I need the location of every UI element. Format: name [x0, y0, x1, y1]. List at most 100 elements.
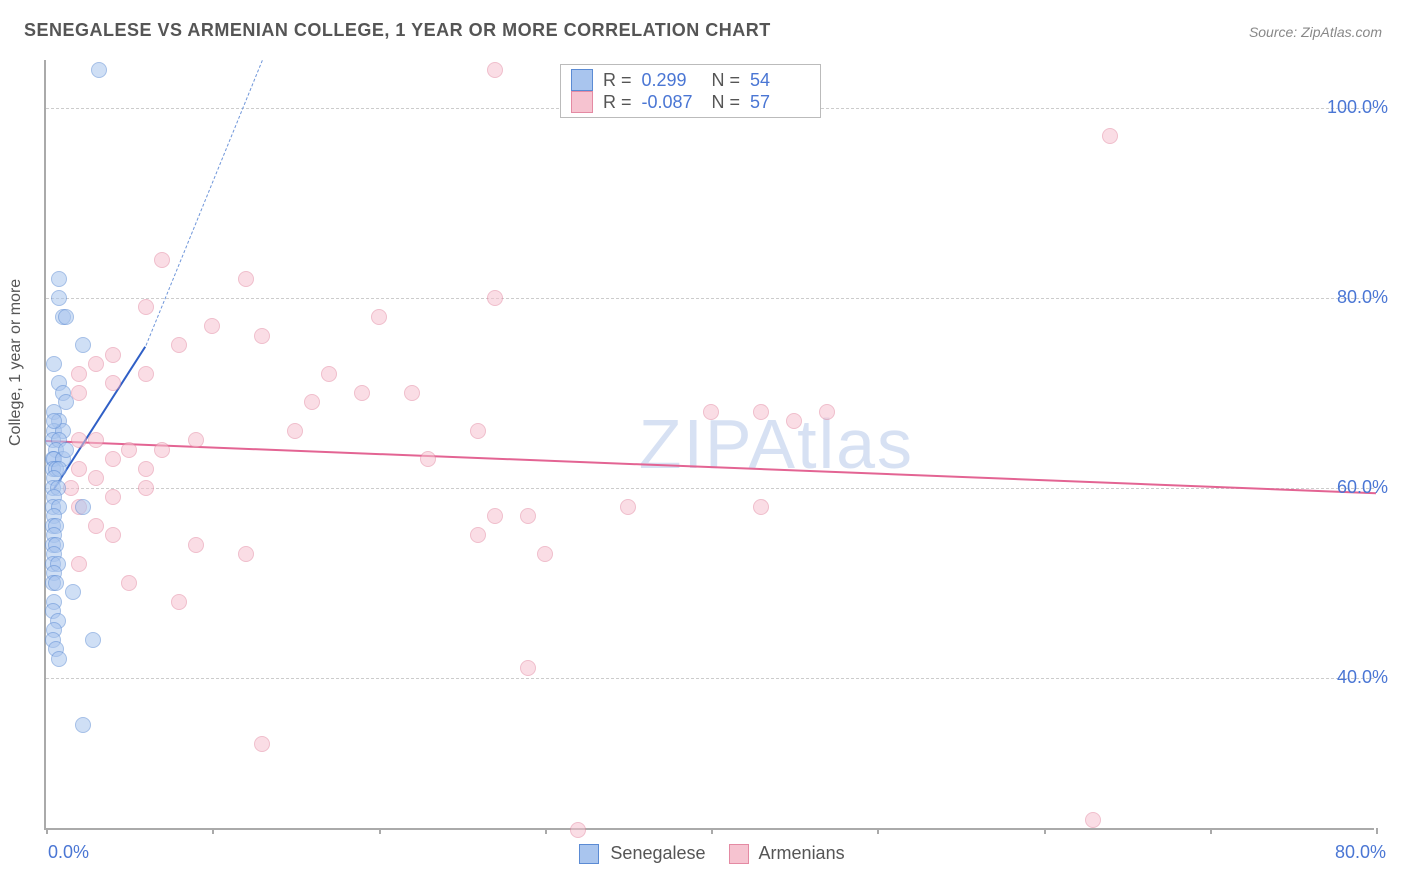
- r-value-senegalese: 0.299: [642, 70, 702, 91]
- trendline-dashed: [145, 60, 262, 346]
- n-label: N =: [712, 92, 741, 113]
- data-point: [105, 451, 121, 467]
- y-axis-label: College, 1 year or more: [7, 279, 25, 446]
- gridline: [46, 298, 1374, 299]
- data-point: [121, 442, 137, 458]
- data-point: [703, 404, 719, 420]
- data-point: [238, 271, 254, 287]
- x-tick: [212, 828, 214, 834]
- plot-area: ZIPAtlas: [44, 60, 1374, 830]
- data-point: [254, 328, 270, 344]
- data-point: [487, 62, 503, 78]
- data-point: [171, 337, 187, 353]
- data-point: [138, 461, 154, 477]
- gridline: [46, 488, 1374, 489]
- data-point: [321, 366, 337, 382]
- x-tick: [711, 828, 713, 834]
- data-point: [88, 470, 104, 486]
- gridline: [46, 678, 1374, 679]
- data-point: [786, 413, 802, 429]
- data-point: [487, 290, 503, 306]
- data-point: [71, 366, 87, 382]
- data-point: [254, 736, 270, 752]
- series-legend: Senegalese Armenians: [0, 843, 1406, 864]
- data-point: [75, 337, 91, 353]
- legend-row-armenians: R = -0.087 N = 57: [571, 91, 810, 113]
- data-point: [105, 489, 121, 505]
- data-point: [75, 499, 91, 515]
- y-tick-label: 60.0%: [1337, 477, 1388, 498]
- data-point: [121, 575, 137, 591]
- x-tick-label: 80.0%: [1335, 842, 1386, 863]
- swatch-senegalese: [571, 69, 593, 91]
- data-point: [138, 366, 154, 382]
- r-label: R =: [603, 70, 632, 91]
- data-point: [75, 717, 91, 733]
- source-label: Source: ZipAtlas.com: [1249, 24, 1382, 40]
- data-point: [404, 385, 420, 401]
- r-label: R =: [603, 92, 632, 113]
- x-tick: [1376, 828, 1378, 834]
- data-point: [58, 309, 74, 325]
- x-tick: [1044, 828, 1046, 834]
- data-point: [570, 822, 586, 838]
- data-point: [46, 356, 62, 372]
- swatch-senegalese: [579, 844, 599, 864]
- y-tick-label: 40.0%: [1337, 667, 1388, 688]
- data-point: [88, 518, 104, 534]
- data-point: [85, 632, 101, 648]
- data-point: [1085, 812, 1101, 828]
- data-point: [537, 546, 553, 562]
- data-point: [420, 451, 436, 467]
- data-point: [138, 480, 154, 496]
- data-point: [1102, 128, 1118, 144]
- data-point: [105, 375, 121, 391]
- data-point: [304, 394, 320, 410]
- data-point: [58, 442, 74, 458]
- data-point: [51, 651, 67, 667]
- data-point: [171, 594, 187, 610]
- chart-title: SENEGALESE VS ARMENIAN COLLEGE, 1 YEAR O…: [24, 20, 771, 41]
- data-point: [620, 499, 636, 515]
- data-point: [71, 432, 87, 448]
- data-point: [354, 385, 370, 401]
- n-value-senegalese: 54: [750, 70, 810, 91]
- data-point: [188, 432, 204, 448]
- x-tick: [46, 828, 48, 834]
- data-point: [287, 423, 303, 439]
- data-point: [138, 299, 154, 315]
- data-point: [819, 404, 835, 420]
- data-point: [753, 499, 769, 515]
- y-tick-label: 100.0%: [1327, 97, 1388, 118]
- x-tick: [1210, 828, 1212, 834]
- data-point: [154, 442, 170, 458]
- x-tick: [379, 828, 381, 834]
- data-point: [204, 318, 220, 334]
- data-point: [48, 575, 64, 591]
- legend-row-senegalese: R = 0.299 N = 54: [571, 69, 810, 91]
- data-point: [91, 62, 107, 78]
- legend-label-senegalese: Senegalese: [610, 843, 705, 863]
- data-point: [238, 546, 254, 562]
- data-point: [105, 347, 121, 363]
- y-tick-label: 80.0%: [1337, 287, 1388, 308]
- data-point: [470, 423, 486, 439]
- n-label: N =: [712, 70, 741, 91]
- correlation-legend: R = 0.299 N = 54 R = -0.087 N = 57: [560, 64, 821, 118]
- x-tick: [545, 828, 547, 834]
- swatch-armenians: [571, 91, 593, 113]
- data-point: [71, 461, 87, 477]
- x-tick: [877, 828, 879, 834]
- trendline: [46, 440, 1376, 494]
- data-point: [188, 537, 204, 553]
- data-point: [154, 252, 170, 268]
- data-point: [753, 404, 769, 420]
- legend-label-armenians: Armenians: [759, 843, 845, 863]
- x-tick-label: 0.0%: [48, 842, 89, 863]
- data-point: [51, 271, 67, 287]
- data-point: [520, 508, 536, 524]
- data-point: [71, 385, 87, 401]
- data-point: [65, 584, 81, 600]
- swatch-armenians: [729, 844, 749, 864]
- n-value-armenians: 57: [750, 92, 810, 113]
